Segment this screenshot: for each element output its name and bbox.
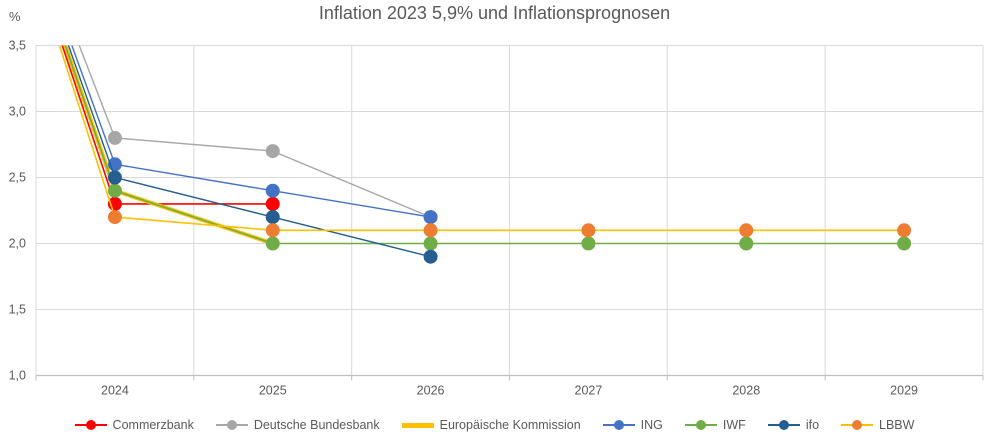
legend-swatch-deutsche-bundesbank <box>215 419 248 431</box>
series-marker-ifo <box>423 249 438 264</box>
legend-item-deutsche-bundesbank: Deutsche Bundesbank <box>215 418 380 432</box>
legend-marker-deutsche-bundesbank <box>226 420 237 430</box>
legend-label-ifo: ifo <box>805 418 820 432</box>
series-marker-lbbw <box>581 223 596 238</box>
legend-label-lbbw: LBBW <box>879 418 915 432</box>
x-tick-label: 2028 <box>732 384 760 398</box>
legend-item-commerzbank: Commerzbank <box>74 418 194 432</box>
legend-marker-lbbw <box>852 420 863 430</box>
legend-marker-ing <box>613 420 624 430</box>
x-tick-label: 2029 <box>890 384 918 398</box>
legend-item-europ-ische-kommission: Europäische Kommission <box>401 418 581 432</box>
y-tick-label: 3,0 <box>9 105 26 119</box>
series-marker-iwf <box>581 236 596 251</box>
series-marker-iwf <box>265 236 280 251</box>
series-marker-ifo <box>265 210 280 225</box>
series-marker-iwf <box>739 236 754 251</box>
series-marker-iwf <box>423 236 438 251</box>
series-marker-deutsche-bundesbank <box>107 130 122 145</box>
legend-swatch-ifo <box>767 419 800 431</box>
legend-label-europ-ische-kommission: Europäische Kommission <box>439 418 581 432</box>
x-tick-label: 2025 <box>259 384 287 398</box>
series-line-ifo <box>67 45 431 258</box>
x-tick-label: 2024 <box>101 384 129 398</box>
y-tick-label: 2,0 <box>9 237 26 251</box>
series-marker-iwf <box>107 183 122 198</box>
legend-line-europ-ische-kommission <box>401 422 434 428</box>
series-marker-lbbw <box>423 223 438 238</box>
series-marker-ifo <box>107 170 122 185</box>
x-tick-label: 2026 <box>417 384 445 398</box>
legend-label-deutsche-bundesbank: Deutsche Bundesbank <box>253 418 380 432</box>
legend-label-iwf: IWF <box>722 418 746 432</box>
series-marker-commerzbank <box>265 196 280 211</box>
legend-item-lbbw: LBBW <box>841 418 914 432</box>
y-axis-unit-label: % <box>9 9 21 24</box>
legend-item-ing: ING <box>602 418 663 432</box>
chart-legend: Commerzbank Deutsche Bundesbank Europäisch… <box>0 418 989 432</box>
legend-swatch-commerzbank <box>74 419 107 431</box>
series-marker-deutsche-bundesbank <box>265 144 280 159</box>
legend-item-ifo: ifo <box>767 418 820 432</box>
series-marker-iwf <box>897 236 912 251</box>
legend-swatch-lbbw <box>841 419 874 431</box>
legend-label-commerzbank: Commerzbank <box>112 418 194 432</box>
legend-marker-iwf <box>695 420 706 430</box>
legend-swatch-europ-ische-kommission <box>401 419 434 431</box>
series-marker-lbbw <box>897 223 912 238</box>
series-marker-ing <box>423 210 438 225</box>
y-tick-label: 1,0 <box>9 369 26 383</box>
legend-marker-ifo <box>778 420 789 430</box>
legend-swatch-ing <box>602 419 635 431</box>
series-marker-lbbw <box>265 223 280 238</box>
legend-label-ing: ING <box>640 418 663 432</box>
legend-marker-commerzbank <box>85 420 96 430</box>
y-tick-label: 3,5 <box>9 39 26 53</box>
series-line-iwf <box>64 45 905 245</box>
series-marker-lbbw <box>107 210 122 225</box>
series-marker-ing <box>265 183 280 198</box>
y-tick-label: 1,5 <box>9 303 26 317</box>
legend-swatch-iwf <box>684 419 717 431</box>
series-line-commerzbank <box>61 45 273 205</box>
series-line-ing <box>71 45 431 218</box>
x-tick-label: 2027 <box>575 384 603 398</box>
legend-item-iwf: IWF <box>684 418 746 432</box>
chart-title: Inflation 2023 5,9% und Inflationsprogno… <box>318 3 671 23</box>
y-tick-label: 2,5 <box>9 171 26 185</box>
series-line-deutsche-bundesbank <box>78 45 431 218</box>
series-marker-lbbw <box>739 223 754 238</box>
plot-area: 1,0 1,5 2,0 2,5 3,0 3,5 2024 2025 2026 2027 2028 20… <box>9 39 984 398</box>
